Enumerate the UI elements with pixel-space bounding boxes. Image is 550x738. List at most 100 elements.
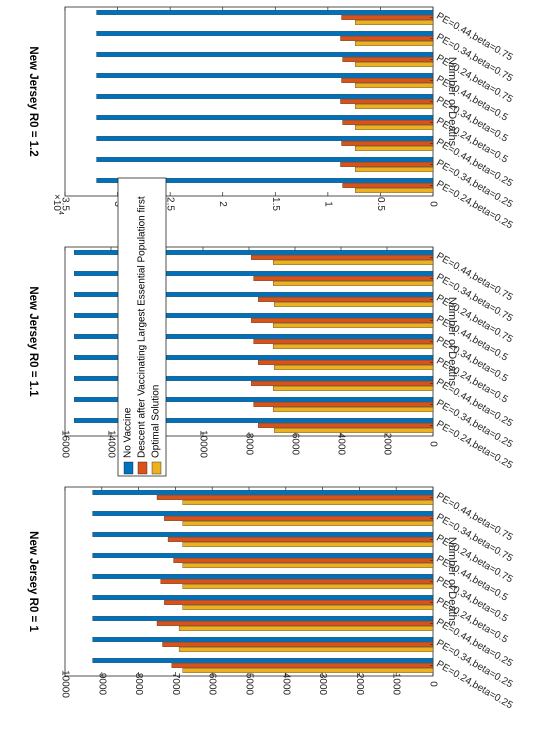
- bar-no-vaccine: [96, 73, 434, 78]
- bar-optimal: [272, 281, 434, 286]
- bar-descent: [162, 642, 434, 647]
- panel-1: 0 1000 2000 3000 4000 5000 6000 7000 8000 9000 100…: [27, 486, 515, 712]
- y-tick-label: 1000: [391, 673, 402, 696]
- bar-optimal: [355, 188, 434, 193]
- y-tick-label: 2000: [382, 433, 393, 456]
- y-tick-label: 2: [217, 201, 228, 207]
- bar-descent: [171, 663, 434, 668]
- bar-descent: [251, 318, 434, 323]
- bar-optimal: [182, 521, 434, 526]
- bar-optimal: [355, 41, 434, 46]
- bar-optimal: [272, 386, 434, 391]
- y-tick-label: 3.5: [60, 197, 71, 211]
- bar-optimal: [182, 605, 434, 610]
- bar-descent: [160, 579, 434, 584]
- legend-entry: Descent after Vaccinating Largest Essent…: [137, 196, 148, 458]
- bar-optimal: [355, 20, 434, 25]
- bar-no-vaccine: [92, 658, 434, 663]
- bar-optimal: [182, 584, 434, 589]
- bar-optimal: [272, 323, 434, 328]
- bar-optimal: [178, 647, 434, 652]
- bar-optimal: [274, 302, 434, 307]
- bar-no-vaccine: [74, 418, 434, 423]
- bar-no-vaccine: [74, 334, 434, 339]
- y-tick-label: 1.5: [270, 197, 281, 211]
- bar-no-vaccine: [74, 376, 434, 381]
- legend-box: [117, 177, 167, 477]
- bar-descent: [164, 600, 434, 605]
- bar-no-vaccine: [96, 136, 434, 141]
- bar-optimal: [355, 167, 434, 172]
- y-tick-label: 2000: [354, 673, 365, 696]
- bar-optimal: [182, 542, 434, 547]
- bar-optimal: [272, 344, 434, 349]
- bar-descent: [253, 402, 434, 407]
- y-tick-label: 5000: [244, 673, 255, 696]
- bar-descent: [340, 36, 434, 41]
- bar-descent: [251, 381, 434, 386]
- bar-descent: [164, 516, 434, 521]
- legend-entry: Optimal Solution: [151, 385, 162, 458]
- bar-descent: [258, 360, 434, 365]
- panel-3: 0 0.5 1 1.5 2 2.5 3 3.5 Number of Deaths ×104 New …: [27, 6, 515, 232]
- bar-descent: [342, 120, 434, 125]
- bar-descent: [173, 558, 434, 563]
- bar-no-vaccine: [96, 94, 434, 99]
- y-tick-label: 6000: [207, 673, 218, 696]
- y-tick-label: 16000: [60, 430, 71, 458]
- bar-no-vaccine: [92, 574, 434, 579]
- bar-no-vaccine: [96, 10, 434, 15]
- bar-no-vaccine: [96, 115, 434, 120]
- bar-descent: [341, 78, 434, 83]
- bar-optimal: [274, 365, 434, 370]
- y-axis-label: Number of Deaths: [446, 57, 458, 147]
- legend-swatch: [151, 461, 162, 475]
- bar-no-vaccine: [96, 157, 434, 162]
- legend: No Vaccine Descent after Vaccinating Larg…: [117, 177, 167, 477]
- y-tick-label: 3: [112, 201, 123, 207]
- legend-swatch: [137, 461, 148, 475]
- bar-optimal: [355, 125, 434, 130]
- y-tick-label: 6000: [290, 433, 301, 456]
- bar-descent: [167, 537, 434, 542]
- bar-optimal: [182, 668, 434, 673]
- bar-no-vaccine: [96, 178, 434, 183]
- y-tick-label: 0: [428, 681, 439, 687]
- y-tick-label: 9000: [96, 673, 107, 696]
- bar-no-vaccine: [96, 31, 434, 36]
- bar-descent: [156, 621, 434, 626]
- bar-descent: [253, 339, 434, 344]
- bar-optimal: [355, 83, 434, 88]
- y-tick-label: 14000: [106, 430, 117, 458]
- bar-no-vaccine: [74, 397, 434, 402]
- y-axis-label: Number of Deaths: [446, 537, 458, 627]
- bar-descent: [341, 15, 434, 20]
- bar-optimal: [355, 104, 434, 109]
- y-tick-label: 3000: [317, 673, 328, 696]
- y-tick-label: 4000: [336, 433, 347, 456]
- y-tick-label: 7000: [170, 673, 181, 696]
- y-axis-label: Number of Deaths: [446, 297, 458, 387]
- bar-no-vaccine: [92, 511, 434, 516]
- bar-no-vaccine: [74, 355, 434, 360]
- bar-no-vaccine: [92, 616, 434, 621]
- bar-optimal: [182, 563, 434, 568]
- bar-descent: [342, 57, 434, 62]
- bar-descent: [258, 297, 434, 302]
- y-tick-label: 2.5: [165, 197, 176, 211]
- bar-no-vaccine: [92, 490, 434, 495]
- y-tick-label: 10000: [198, 430, 209, 458]
- y-tick-label: 10000: [60, 670, 71, 698]
- panel-title: New Jersey R0 = 1: [27, 531, 39, 632]
- bar-descent: [253, 276, 434, 281]
- legend-entry: No Vaccine: [123, 407, 134, 458]
- panel-2: 0200040006000800010000120001400016000Num…: [27, 246, 515, 472]
- bar-no-vaccine: [96, 52, 434, 57]
- bar-no-vaccine: [74, 271, 434, 276]
- bar-descent: [251, 255, 434, 260]
- y-tick-label: 0.5: [375, 197, 386, 211]
- legend-swatch: [123, 461, 134, 475]
- panel-title: New Jersey R0 = 1.1: [27, 286, 39, 397]
- bar-descent: [156, 495, 434, 500]
